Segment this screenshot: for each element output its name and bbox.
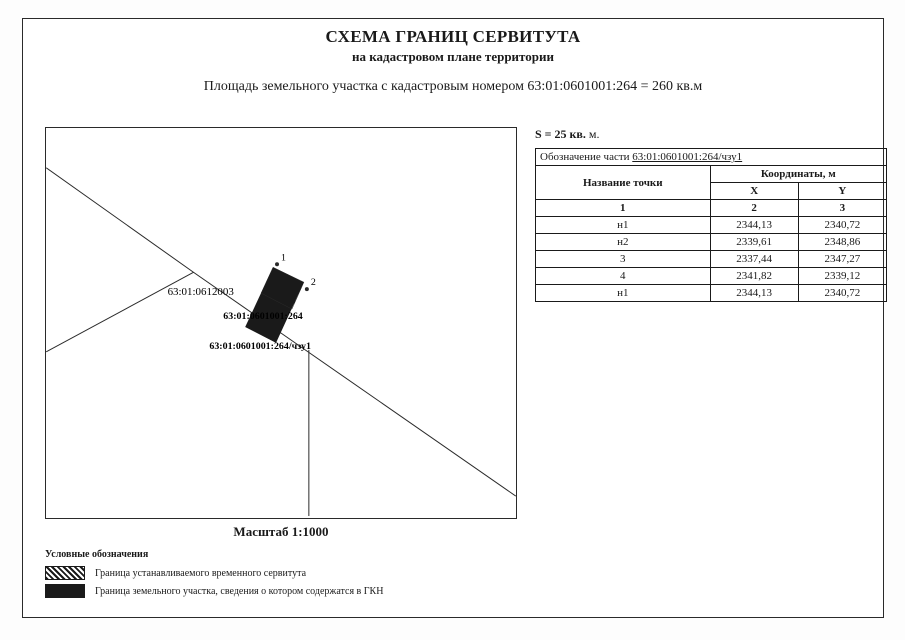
legend-row-2: Граница земельного участка, сведения о к… [45, 584, 383, 598]
col-coords: Координаты, м [710, 166, 886, 183]
table-row: н12344,132340,72 [536, 217, 887, 234]
table-row: н22339,612348,86 [536, 234, 887, 251]
col-point: Название точки [536, 166, 711, 200]
table-cell: 2339,61 [710, 234, 798, 251]
table-cell: 2341,82 [710, 268, 798, 285]
legend-text-2: Граница земельного участка, сведения о к… [95, 586, 383, 597]
numhdr-3: 3 [798, 200, 886, 217]
legend: Условные обозначения Граница устанавлива… [45, 549, 383, 602]
col-x: X [710, 183, 798, 200]
designation-cell: Обозначение части 63:01:0601001:264/чзу1 [536, 149, 887, 166]
coord-table: Обозначение части 63:01:0601001:264/чзу1… [535, 148, 887, 302]
legend-text-1: Граница устанавливаемого временного серв… [95, 568, 306, 579]
table-row: 32337,442347,27 [536, 251, 887, 268]
numhdr-2: 2 [710, 200, 798, 217]
legend-row-1: Граница устанавливаемого временного серв… [45, 566, 383, 580]
col-y: Y [798, 183, 886, 200]
swatch-parcel [45, 584, 85, 598]
doc-subheading: Площадь земельного участка с кадастровым… [23, 79, 883, 95]
svg-text:63:01:0601001:264/чзу1: 63:01:0601001:264/чзу1 [209, 341, 311, 352]
page-frame: СХЕМА ГРАНИЦ СЕРВИТУТА на кадастровом пл… [22, 18, 884, 618]
legend-title: Условные обозначения [45, 549, 383, 560]
table-cell: н2 [536, 234, 711, 251]
table-cell: 4 [536, 268, 711, 285]
area-unit: м. [589, 127, 600, 141]
svg-text:63:01:0601001:264: 63:01:0601001:264 [223, 311, 303, 322]
scale-label: Масштаб 1:1000 [45, 524, 517, 540]
table-cell: 2340,72 [798, 217, 886, 234]
right-column: S = 25 кв. м. Обозначение части 63:01:06… [535, 127, 887, 302]
doc-title: СХЕМА ГРАНИЦ СЕРВИТУТА [23, 27, 883, 47]
table-cell: 2348,86 [798, 234, 886, 251]
table-cell: 2344,13 [710, 285, 798, 302]
swatch-servitut [45, 566, 85, 580]
table-cell: 2347,27 [798, 251, 886, 268]
designation-label: Обозначение части [540, 151, 630, 163]
svg-text:1: 1 [281, 252, 286, 263]
area-value: S = 25 кв. [535, 127, 586, 141]
svg-text:63:01:0612003: 63:01:0612003 [168, 286, 235, 298]
table-row-numhdr: 1 2 3 [536, 200, 887, 217]
numhdr-1: 1 [536, 200, 711, 217]
table-cell: н1 [536, 285, 711, 302]
map-panel: 1 2 63:01:0612003 63:01:0601001:264 63:01:06… [45, 127, 517, 519]
svg-text:2: 2 [311, 277, 316, 288]
table-cell: 2340,72 [798, 285, 886, 302]
table-row-header1: Название точки Координаты, м [536, 166, 887, 183]
cadastral-map: 1 2 63:01:0612003 63:01:0601001:264 63:01:06… [46, 128, 516, 518]
table-cell: н1 [536, 217, 711, 234]
area-line: S = 25 кв. м. [535, 127, 887, 142]
table-row: 42341,822339,12 [536, 268, 887, 285]
table-cell: 2339,12 [798, 268, 886, 285]
doc-subtitle: на кадастровом плане территории [23, 49, 883, 65]
table-cell: 3 [536, 251, 711, 268]
table-cell: 2337,44 [710, 251, 798, 268]
table-row-designation: Обозначение части 63:01:0601001:264/чзу1 [536, 149, 887, 166]
designation-value: 63:01:0601001:264/чзу1 [632, 151, 742, 163]
table-cell: 2344,13 [710, 217, 798, 234]
table-row: н12344,132340,72 [536, 285, 887, 302]
